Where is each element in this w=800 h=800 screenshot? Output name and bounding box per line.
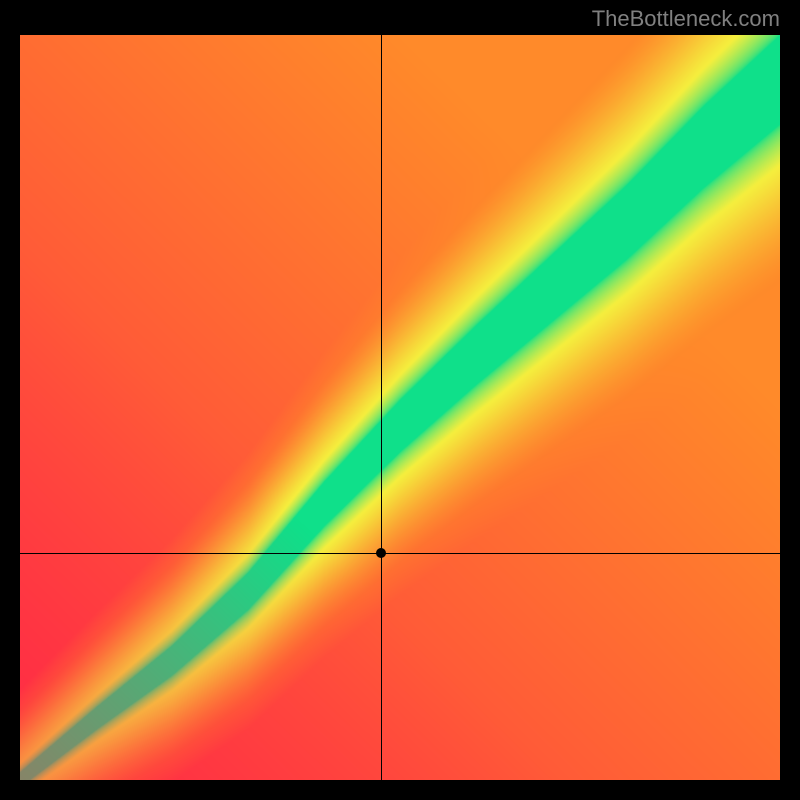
crosshair-horizontal <box>20 553 780 554</box>
crosshair-vertical <box>381 35 382 780</box>
plot-area <box>20 35 780 780</box>
marker-point <box>376 548 386 558</box>
watermark-text: TheBottleneck.com <box>592 6 780 32</box>
heatmap-canvas <box>20 35 780 780</box>
chart-container: TheBottleneck.com <box>0 0 800 800</box>
